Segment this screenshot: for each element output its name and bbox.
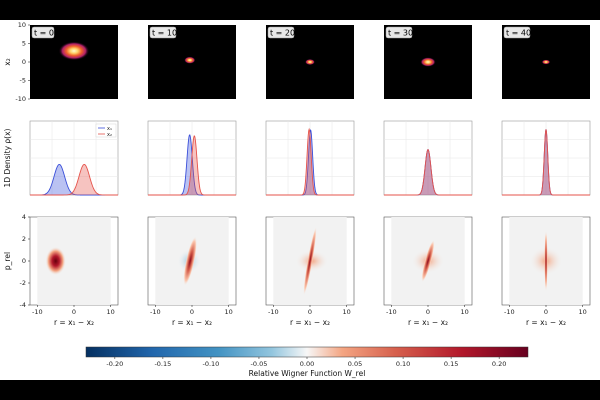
- row3-xtick-label: 0: [190, 308, 194, 316]
- density-blob-1: [184, 56, 196, 64]
- row1-ytick-label: 5: [22, 40, 26, 48]
- time-label-3: t = 30: [388, 29, 413, 38]
- density-blob-2: [305, 59, 315, 65]
- legend-label-1: x₂: [107, 132, 112, 138]
- row3-xtick-label: 10: [107, 308, 115, 316]
- row3-xlabel-4: r = x₁ − x₂: [526, 318, 566, 327]
- time-label-0: t = 0: [34, 29, 54, 38]
- profile-area-x2-1: [148, 135, 236, 195]
- colorbar-tick-label: -0.10: [202, 360, 219, 368]
- profile-area-x2-3: [384, 149, 472, 195]
- profile-area-x1-4: [502, 129, 590, 195]
- colorbar-tick-label: 0.05: [348, 360, 362, 368]
- time-label-box-4: [503, 26, 531, 39]
- time-label-box-3: [385, 26, 413, 39]
- figure: t = 0 t = 10 t = 20 t = 30 t = 40 -10 -5 0 5 10 x₂…: [0, 20, 600, 380]
- row3-xtick-label: 0: [72, 308, 76, 316]
- row3-xtick-label: 10: [579, 308, 587, 316]
- colorbar-tick-label: 0.15: [444, 360, 458, 368]
- time-label-box-1: [149, 26, 177, 39]
- profile-line-x2-0: [30, 163, 118, 196]
- legend-label-0: x₁: [107, 126, 112, 132]
- time-label-box-2: [267, 26, 295, 39]
- wigner-shape-1-1: [183, 236, 197, 286]
- profile-line-x2-1: [148, 135, 236, 196]
- density-blob-0: [58, 41, 90, 61]
- profile-area-x1-0: [30, 164, 118, 195]
- profile-line-x2-4: [502, 129, 590, 196]
- wigner-shape-2-1: [303, 226, 317, 296]
- row3-ytick-label: -2: [20, 279, 26, 287]
- row3-xtick-label: 0: [308, 308, 312, 316]
- colorbar-tick-label: 0.10: [396, 360, 410, 368]
- row3-xtick-label: 10: [461, 308, 469, 316]
- profile-area-x1-3: [384, 149, 472, 195]
- profile-line-x2-2: [266, 127, 354, 196]
- row3-xtick-label: 0: [544, 308, 548, 316]
- time-label-2: t = 20: [270, 29, 295, 38]
- profile-area-x1-1: [148, 134, 236, 195]
- row3-xlabel-0: r = x₁ − x₂: [54, 318, 94, 327]
- row3-ytick-label: 4: [22, 213, 26, 221]
- density-blob-4: [541, 59, 551, 65]
- row1-ytick-label: 10: [18, 21, 26, 29]
- row3-xlabel-1: r = x₁ − x₂: [172, 318, 212, 327]
- row3-xlabel-3: r = x₁ − x₂: [408, 318, 448, 327]
- row3-xtick-label: -10: [268, 308, 279, 316]
- colorbar: [85, 346, 529, 358]
- profile-area-x2-4: [502, 129, 590, 195]
- time-label-box-0: [31, 26, 55, 39]
- row3-xlabel-2: r = x₁ − x₂: [290, 318, 330, 327]
- row3-ytick-label: 0: [22, 257, 26, 265]
- row3-xtick-label: 10: [225, 308, 233, 316]
- wigner-shape-3-1: [421, 239, 435, 283]
- colorbar-label: Relative Wigner Function W_rel: [249, 369, 366, 378]
- profile-area-x2-2: [266, 129, 354, 195]
- profile-area-x1-2: [266, 130, 354, 195]
- time-label-1: t = 10: [152, 29, 177, 38]
- row3-xtick-label: -10: [32, 308, 43, 316]
- row1-ytick-label: -10: [15, 95, 26, 103]
- row1-ytick-label: 0: [22, 58, 26, 66]
- row2-ylabel: 1D Density ρ(x): [3, 128, 12, 187]
- colorbar-tick-label: -0.05: [251, 360, 268, 368]
- colorbar-tick-label: -0.20: [106, 360, 123, 368]
- density-blob-3: [420, 57, 436, 67]
- row3-ytick-label: 2: [22, 235, 26, 243]
- row3-xtick-label: -10: [150, 308, 161, 316]
- wigner-shape-4-1: [544, 230, 548, 292]
- wigner-shape-0-0: [45, 246, 66, 276]
- colorbar-tick-label: 0.20: [492, 360, 506, 368]
- row3-xtick-label: -10: [504, 308, 515, 316]
- legend-box: [95, 123, 117, 138]
- row3-ytick-label: -4: [20, 301, 26, 309]
- row3-xtick-label: 0: [426, 308, 430, 316]
- colorbar-tick-label: 0.00: [300, 360, 314, 368]
- time-label-4: t = 40: [506, 29, 531, 38]
- row1-ytick-label: -5: [20, 77, 26, 85]
- row3-xtick-label: 10: [343, 308, 351, 316]
- row3-ylabel: p_rel: [3, 252, 12, 270]
- row1-ylabel: x₂: [3, 58, 12, 65]
- profile-line-x2-3: [384, 148, 472, 196]
- row3-xtick-label: -10: [386, 308, 397, 316]
- figure-canvas: t = 0 t = 10 t = 20 t = 30 t = 40 -10 -5 0 5 10 x₂…: [3, 21, 591, 378]
- colorbar-tick-label: -0.15: [154, 360, 171, 368]
